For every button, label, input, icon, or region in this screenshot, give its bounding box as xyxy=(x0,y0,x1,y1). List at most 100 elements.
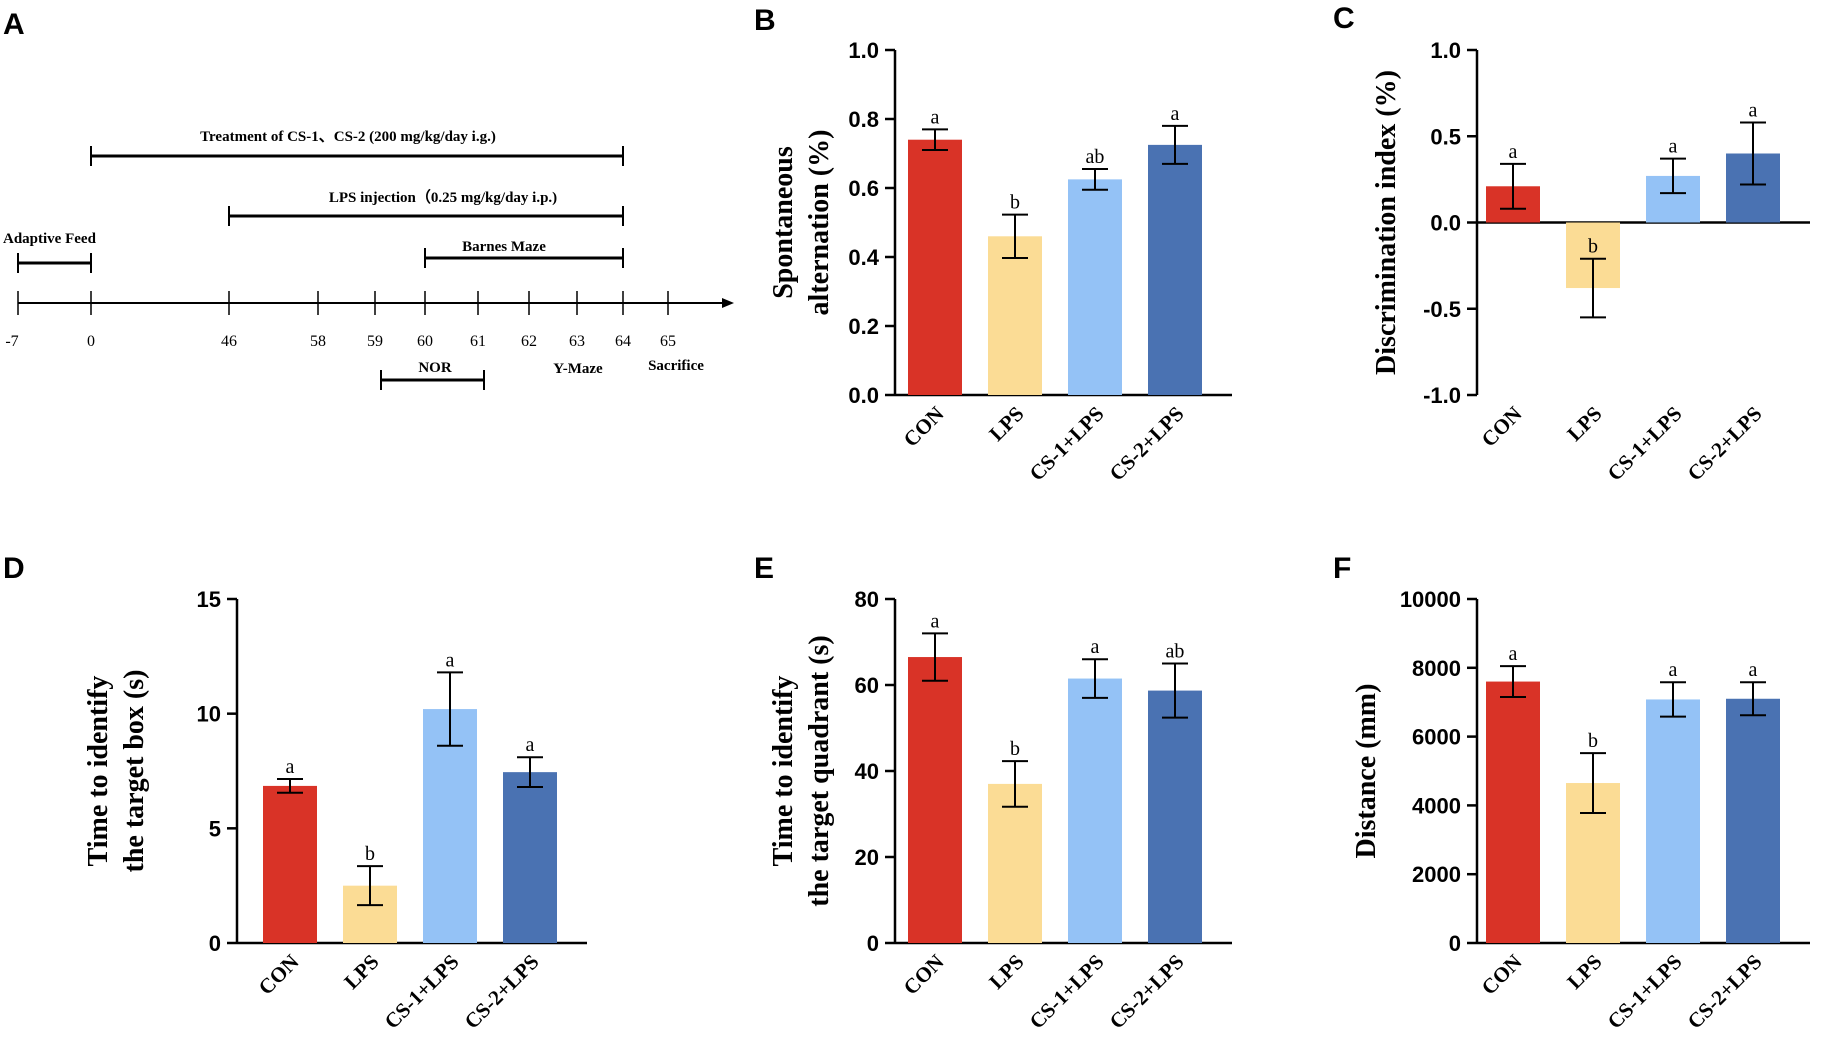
panel-letter-c: C xyxy=(1333,2,1355,35)
timeline-ticks xyxy=(17,291,669,315)
event-y-maze: Y-Maze xyxy=(553,361,603,377)
y-tick-label: 6000 xyxy=(1412,725,1461,750)
significance-letter: b xyxy=(1588,730,1598,752)
category-label: LPS xyxy=(1562,402,1606,446)
significance-letter: a xyxy=(1749,659,1758,681)
phase-label: NOR xyxy=(418,360,452,376)
significance-letter: b xyxy=(1010,192,1020,214)
category-label: CON xyxy=(1477,950,1527,1000)
significance-letter: b xyxy=(365,843,375,865)
y-tick-label: 60 xyxy=(855,673,879,698)
y-tick-label: 5 xyxy=(209,816,221,841)
y-tick-label: 0.0 xyxy=(1430,211,1461,236)
y-axis-title: the target quadrant (s) xyxy=(804,635,835,906)
significance-letter: a xyxy=(1509,141,1518,163)
category-label: LPS xyxy=(339,950,383,994)
significance-letter: a xyxy=(1669,136,1678,158)
y-tick-label: -0.5 xyxy=(1423,297,1461,322)
category-label: CS-2+LPS xyxy=(1105,950,1189,1034)
category-label: CS-2+LPS xyxy=(460,950,544,1034)
y-axis-title: Distance (mm) xyxy=(1351,684,1382,859)
phase-adaptive-feed: Adaptive Feed xyxy=(3,231,97,273)
tl-tick-label: 63 xyxy=(569,333,585,350)
category-label: LPS xyxy=(984,402,1028,446)
phase-lps-injection: LPS injection（0.25 mg/kg/day i.p.) xyxy=(228,188,624,226)
bar-cs-2-lps xyxy=(503,772,557,943)
category-label: LPS xyxy=(1562,950,1606,994)
y-tick-label: 1.0 xyxy=(1430,38,1461,63)
significance-letter: a xyxy=(1091,636,1100,658)
category-label: CS-2+LPS xyxy=(1683,402,1767,486)
y-tick-label: 20 xyxy=(855,845,879,870)
bar-cs-2-lps xyxy=(1148,690,1202,943)
panel-letter-f: F xyxy=(1333,552,1351,585)
category-label: CS-1+LPS xyxy=(1603,950,1687,1034)
y-tick-label: 8000 xyxy=(1412,656,1461,681)
y-tick-label: -1.0 xyxy=(1423,383,1461,408)
category-label: CS-1+LPS xyxy=(1603,402,1687,486)
y-tick-label: 0.5 xyxy=(1430,124,1461,149)
y-tick-label: 40 xyxy=(855,759,879,784)
significance-letter: b xyxy=(1588,236,1598,258)
chart-time-target-box: 0 5 10 15 a CON b LPS a CS-1+LPS a CS-2+LPS Time to … xyxy=(83,587,587,1034)
event-sacrifice: Sacrifice xyxy=(648,358,704,374)
bar-cs-1-lps xyxy=(1068,179,1122,395)
significance-letter: b xyxy=(1010,738,1020,760)
y-tick-label: 0 xyxy=(867,931,879,956)
significance-letter: a xyxy=(931,610,940,632)
significance-letter: a xyxy=(1749,99,1758,121)
phase-barnes-maze: Barnes Maze xyxy=(424,239,624,268)
phase-label: Adaptive Feed xyxy=(3,231,97,247)
y-tick-label: 10000 xyxy=(1400,587,1461,612)
bar-lps xyxy=(988,236,1042,395)
category-label: CS-2+LPS xyxy=(1683,950,1767,1034)
y-tick-label: 0.0 xyxy=(848,383,879,408)
category-label: CS-1+LPS xyxy=(1025,950,1109,1034)
tl-tick-label: 64 xyxy=(615,333,631,350)
significance-letter: a xyxy=(286,756,295,778)
panel-letter-a: A xyxy=(3,8,25,41)
category-label: CS-2+LPS xyxy=(1105,402,1189,486)
category-label: LPS xyxy=(984,950,1028,994)
significance-letter: a xyxy=(1171,103,1180,125)
chart-spontaneous-alternation: 0.0 0.2 0.4 0.6 0.8 1.0 a CON b LPS ab CS-1+LPS a CS-… xyxy=(768,38,1232,486)
y-axis-title: Time to identify xyxy=(83,676,114,867)
timeline-diagram: -7 0 46 58 59 60 61 62 63 64 65 Treatmen… xyxy=(3,129,734,390)
chart-discrimination-index: -1.0 -0.5 0.0 0.5 1.0 a CON b LPS a CS-1+LPS a CS-2+… xyxy=(1371,38,1810,486)
tl-tick-label: 59 xyxy=(367,333,383,350)
y-tick-label: 10 xyxy=(197,702,221,727)
phase-nor: NOR xyxy=(380,360,485,390)
bar-cs-2-lps xyxy=(1148,144,1202,395)
y-axis-title: alternation (%) xyxy=(804,130,835,316)
tl-tick-label: -7 xyxy=(5,333,18,350)
significance-letter: a xyxy=(526,734,535,756)
y-tick-label: 0.2 xyxy=(848,314,879,339)
bar-cs-1-lps xyxy=(1068,678,1122,943)
y-tick-label: 2000 xyxy=(1412,862,1461,887)
tl-tick-label: 58 xyxy=(310,333,326,350)
y-axis-title: the target box (s) xyxy=(119,670,150,873)
y-tick-label: 0.8 xyxy=(848,107,879,132)
category-label: CON xyxy=(899,950,949,1000)
y-axis-title: Spontaneous xyxy=(768,146,799,299)
significance-letter: ab xyxy=(1166,641,1185,663)
y-tick-label: 0 xyxy=(1449,931,1461,956)
timeline-arrow xyxy=(722,298,734,308)
phase-label: LPS injection（0.25 mg/kg/day i.p.) xyxy=(329,188,557,206)
bar-cs-2-lps xyxy=(1726,698,1780,943)
tl-tick-label: 60 xyxy=(417,333,433,350)
y-tick-label: 80 xyxy=(855,587,879,612)
category-label: CON xyxy=(899,402,949,452)
significance-letter: a xyxy=(1669,659,1678,681)
chart-distance: 0 2000 4000 6000 8000 10000 a CON b LPS a CS-1+LPS a… xyxy=(1351,587,1810,1034)
bar-cs-1-lps xyxy=(423,709,477,943)
bar-con xyxy=(908,139,962,395)
bar-lps xyxy=(988,783,1042,943)
phase-label: Treatment of CS-1、CS-2 (200 mg/kg/day i.… xyxy=(200,129,496,145)
tl-tick-label: 46 xyxy=(221,333,237,350)
y-tick-label: 0.6 xyxy=(848,176,879,201)
y-axis-title: Discrimination index (%) xyxy=(1371,70,1402,375)
bar-con xyxy=(263,785,317,943)
significance-letter: ab xyxy=(1086,146,1105,168)
panel-letter-e: E xyxy=(754,552,774,585)
